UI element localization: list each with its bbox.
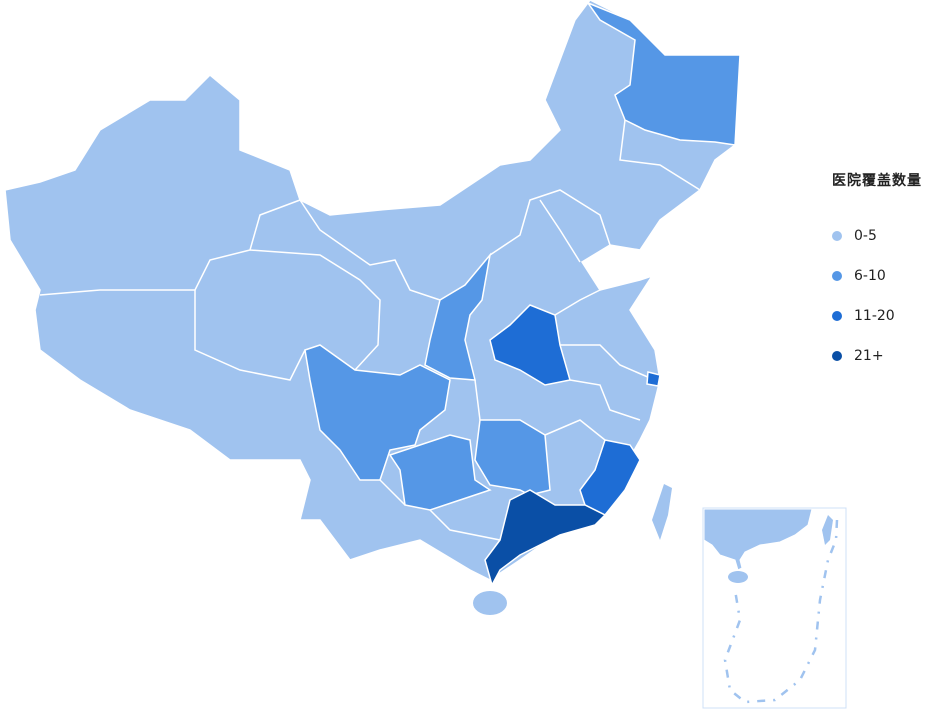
- legend-label: 21+: [854, 348, 884, 364]
- legend-dot-icon: [832, 351, 842, 361]
- legend-title: 医院覆盖数量: [832, 173, 922, 189]
- region-shaanxi[interactable]: [424, 252, 492, 381]
- legend-label: 11-20: [854, 308, 895, 324]
- inset-taiwan: [822, 515, 833, 545]
- legend-dot-icon: [832, 311, 842, 321]
- legend-dot-icon: [832, 231, 842, 241]
- inset-hainan: [728, 571, 748, 583]
- legend-item-21-plus[interactable]: 21+: [832, 336, 922, 376]
- legend-dot-icon: [832, 271, 842, 281]
- province-borders: [39, 119, 701, 541]
- region-sichuan[interactable]: [304, 344, 451, 481]
- china-outline[interactable]: [4, 0, 741, 581]
- taiwan-island[interactable]: [652, 484, 672, 540]
- nine-dash-line: [723, 519, 839, 704]
- china-mainland: [4, 0, 741, 581]
- legend-item-6-10[interactable]: 6-10: [832, 256, 922, 296]
- inset-coastline: [703, 508, 813, 571]
- legend-item-0-5[interactable]: 0-5: [832, 216, 922, 256]
- region-shanghai[interactable]: [646, 371, 661, 387]
- region-guizhou[interactable]: [388, 434, 492, 511]
- legend-label: 0-5: [854, 228, 877, 244]
- region-henan[interactable]: [489, 304, 571, 386]
- south-china-sea-inset: [702, 507, 847, 709]
- hainan-island[interactable]: [473, 591, 507, 615]
- legend: 医院覆盖数量 0-5 6-10 11-20 21+: [832, 170, 922, 376]
- legend-item-11-20[interactable]: 11-20: [832, 296, 922, 336]
- legend-label: 6-10: [854, 268, 886, 284]
- region-guangdong[interactable]: [484, 489, 607, 588]
- region-heilongjiang[interactable]: [585, 1, 741, 146]
